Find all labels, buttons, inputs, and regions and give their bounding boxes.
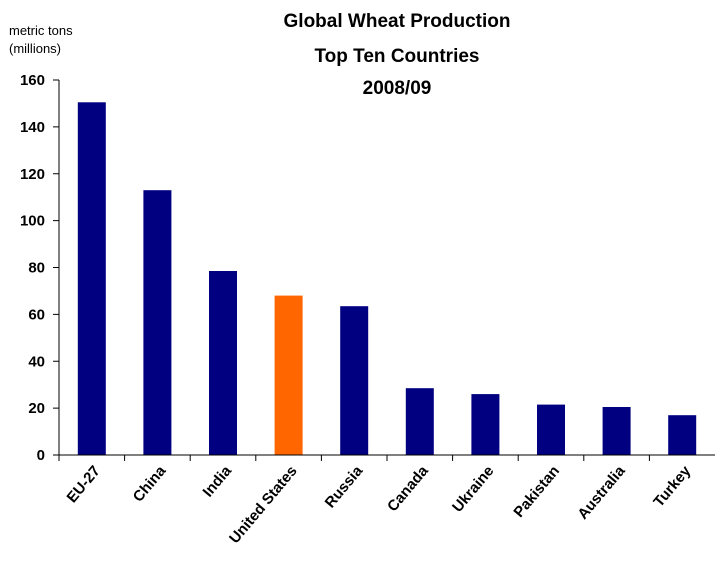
bar-russia [340, 306, 369, 455]
bar-turkey [668, 415, 697, 455]
bars-group [77, 102, 697, 456]
y-tick-label: 140 [20, 119, 45, 136]
x-tick-label-pakistan: Pakistan [510, 463, 563, 521]
y-tick-label: 60 [28, 306, 45, 323]
y-axis-label-line-1: metric tons [9, 23, 73, 38]
y-tick-label: 100 [20, 213, 45, 230]
x-tick-label-turkey: Turkey [650, 462, 694, 510]
x-tick-label-russia: Russia [322, 462, 367, 511]
chart-title: Global Wheat Production Top Ten Countrie… [284, 11, 511, 99]
bar-china [143, 190, 172, 455]
x-tick-label-ukraine: Ukraine [449, 463, 497, 516]
bar-ukraine [471, 394, 500, 455]
y-tick-label: 80 [28, 260, 45, 277]
bar-india [209, 271, 237, 455]
bar-united-states [274, 295, 303, 455]
x-tick-label-eu-27: EU-27 [64, 463, 104, 507]
y-tick-label: 0 [37, 447, 45, 464]
x-tick-label-india: India [200, 462, 236, 500]
x-tick-label-canada: Canada [384, 462, 432, 515]
chart-title-line-2: Top Ten Countries [314, 46, 479, 67]
chart-title-line-3: 2008/09 [363, 78, 432, 99]
y-axis-label-line-2: (millions) [9, 41, 61, 56]
y-tick-label: 160 [20, 72, 45, 89]
bar-australia [602, 407, 631, 455]
bar-pakistan [537, 404, 565, 455]
bar-canada [405, 388, 434, 455]
x-tick-label-australia: Australia [574, 462, 629, 523]
y-axis: 0 20 40 60 80 100 120 140 160 [20, 72, 60, 464]
bar-eu-27 [77, 102, 106, 456]
y-tick-label: 40 [28, 353, 45, 370]
y-tick-label: 20 [28, 400, 45, 417]
chart-title-line-1: Global Wheat Production [284, 11, 511, 32]
x-tick-label-united-states: United States [226, 463, 301, 547]
y-axis-label: metric tons (millions) [9, 23, 73, 56]
y-tick-label: 120 [20, 166, 45, 183]
x-tick-label-china: China [130, 462, 170, 505]
